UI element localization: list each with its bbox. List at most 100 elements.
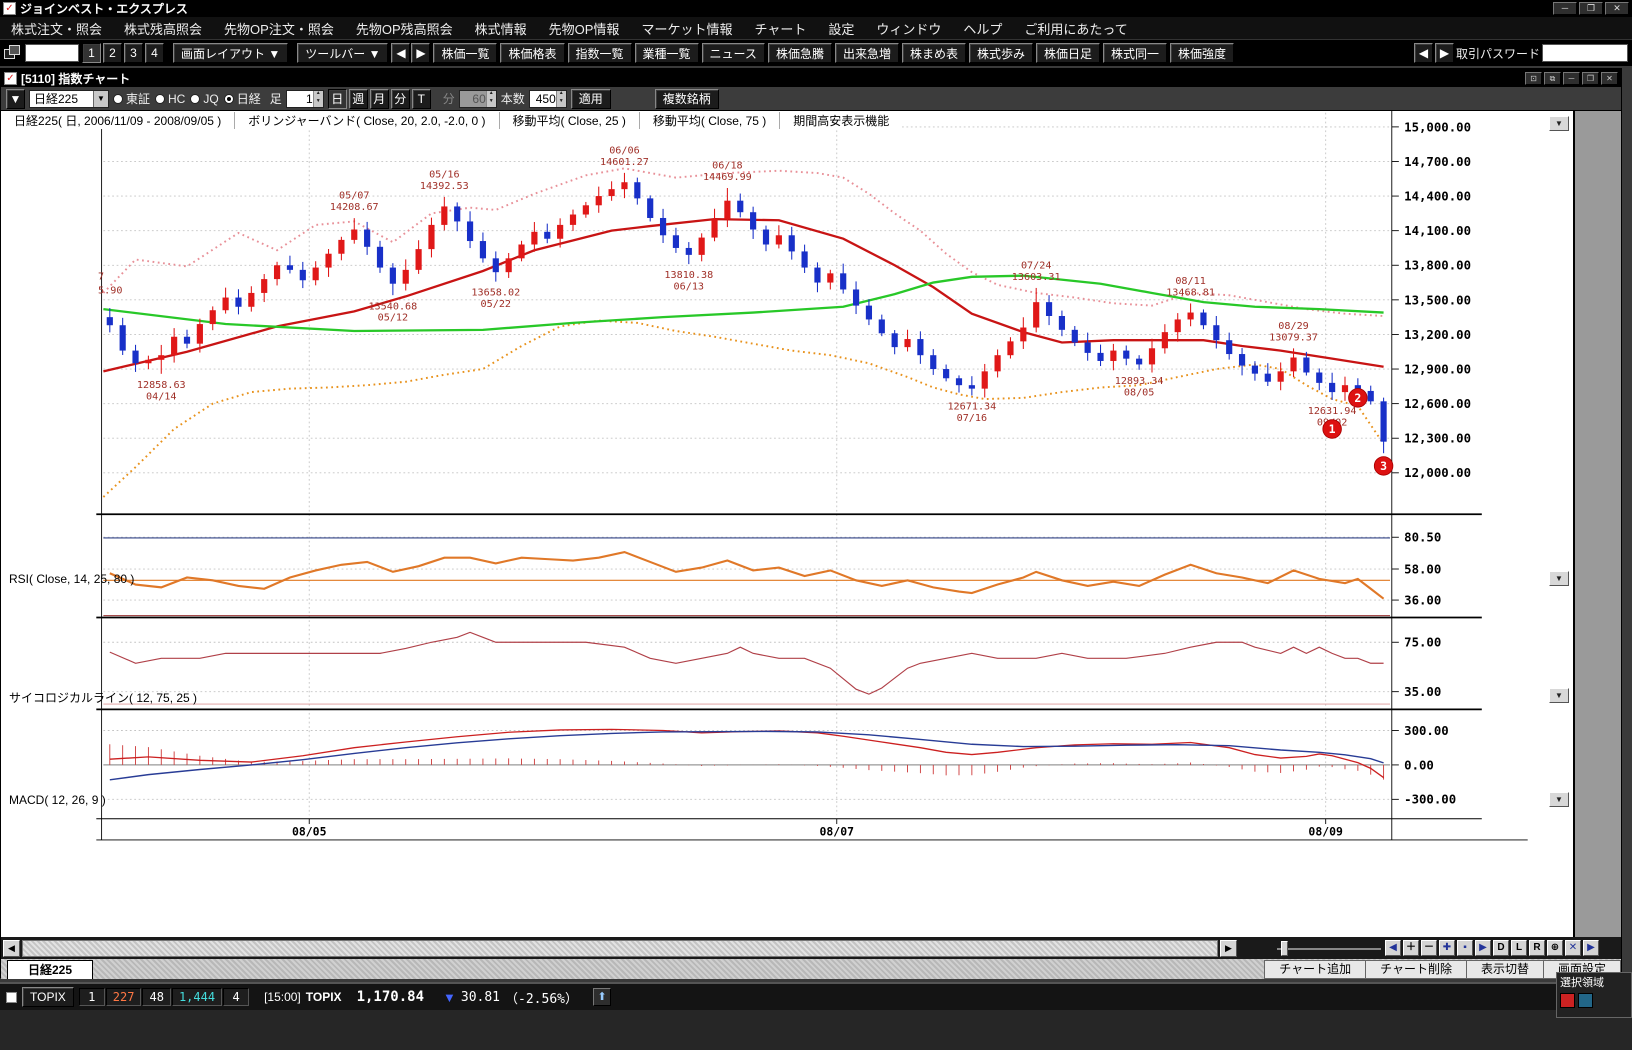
market-radio[interactable]: 日経 xyxy=(223,90,261,107)
workspace-button[interactable]: 3 xyxy=(124,43,143,63)
period-button[interactable]: 日 xyxy=(327,88,347,109)
scroll-left-icon[interactable]: ◀ xyxy=(391,43,411,63)
chart-tool-button[interactable]: ▶ xyxy=(1583,940,1599,956)
chart-tool-button[interactable]: D xyxy=(1493,940,1509,956)
pw-scroll-left-icon[interactable]: ◀ xyxy=(1413,43,1433,63)
tab-nikkei225[interactable]: 日経225 xyxy=(7,960,93,979)
quick-access-button[interactable]: 株価日足 xyxy=(1036,43,1101,63)
period-button[interactable]: 週 xyxy=(348,88,368,109)
chart-window-button[interactable]: ✕ xyxy=(1601,71,1618,85)
period-button[interactable]: T xyxy=(411,88,431,109)
main-chart-dropdown[interactable]: ▼ xyxy=(1549,116,1569,131)
menu-item[interactable]: 設定 xyxy=(828,21,855,37)
period-button[interactable]: 分 xyxy=(390,88,410,109)
chart-tool-button[interactable]: L xyxy=(1511,940,1527,956)
workspace-button[interactable]: 4 xyxy=(145,43,164,63)
scroll-right-icon[interactable]: ▶ xyxy=(411,43,431,63)
chart-tool-button[interactable]: ＋ xyxy=(1403,940,1419,956)
menu-item[interactable]: 株式情報 xyxy=(474,21,527,37)
selection-red-icon[interactable] xyxy=(1560,993,1575,1008)
restore-button[interactable]: ❐ xyxy=(1579,2,1603,15)
workspace-button[interactable]: 2 xyxy=(103,43,122,63)
quick-access-button[interactable]: 業種一覧 xyxy=(634,43,699,63)
hscroll-track[interactable] xyxy=(22,939,1218,957)
menu-item[interactable]: 株式残高照会 xyxy=(124,21,203,37)
topix-button[interactable]: TOPIX xyxy=(22,987,74,1007)
close-button[interactable]: ✕ xyxy=(1605,2,1629,15)
menu-item[interactable]: 株式注文・照会 xyxy=(11,21,103,37)
toolbar-dropdown[interactable]: ツールバー ▼ xyxy=(297,43,389,63)
chart-action-button[interactable]: チャート追加 xyxy=(1264,960,1367,979)
market-radio[interactable]: HC xyxy=(155,90,185,107)
screen-number-input[interactable] xyxy=(25,44,79,62)
window-layout-icon[interactable] xyxy=(4,45,22,61)
pw-scroll-right-icon[interactable]: ▶ xyxy=(1434,43,1454,63)
screen-layout-dropdown[interactable]: 画面レイアウト ▼ xyxy=(173,43,289,63)
trade-password-input[interactable] xyxy=(1542,44,1628,62)
menu-item[interactable]: マーケット情報 xyxy=(641,21,733,37)
quick-access-button[interactable]: 株価一覧 xyxy=(433,43,498,63)
quick-access-button[interactable]: 出来急増 xyxy=(834,43,899,63)
quick-access-button[interactable]: 株価強度 xyxy=(1170,43,1235,63)
legend-item: 移動平均( Close, 25 ) xyxy=(500,111,640,129)
rsi-panel-dropdown[interactable]: ▼ xyxy=(1549,571,1569,586)
symbol-menu-dropdown[interactable]: ▼ xyxy=(6,88,25,109)
chart-tool-button[interactable]: R xyxy=(1529,940,1545,956)
menu-item[interactable]: ヘルプ xyxy=(963,21,1003,37)
expand-up-icon[interactable]: ⬆ xyxy=(592,988,611,1006)
status-checkbox[interactable] xyxy=(6,991,17,1003)
candle xyxy=(428,224,435,250)
quick-access-button[interactable]: 株価急騰 xyxy=(767,43,832,63)
bar-interval-stepper[interactable]: ▲▼ xyxy=(285,89,324,108)
psych-panel-dropdown[interactable]: ▼ xyxy=(1549,688,1569,703)
chart-window-button[interactable]: ⊡ xyxy=(1525,71,1542,85)
period-label: 06/18 xyxy=(712,161,742,172)
chevron-down-icon[interactable]: ▼ xyxy=(93,90,108,107)
period-button[interactable]: 月 xyxy=(369,88,389,109)
quick-access-button[interactable]: 株まめ表 xyxy=(901,43,966,63)
chart-tool-button[interactable]: ◀ xyxy=(1385,940,1401,956)
minimize-button[interactable]: ─ xyxy=(1553,2,1577,15)
chart-tool-button[interactable]: ⊕ xyxy=(1547,940,1563,956)
chart-action-button[interactable]: チャート削除 xyxy=(1366,960,1467,979)
zoom-slider-thumb[interactable] xyxy=(1281,940,1288,956)
quick-access-button[interactable]: 指数一覧 xyxy=(567,43,632,63)
chart-window-button[interactable]: ⧉ xyxy=(1544,71,1561,85)
multi-symbol-button[interactable]: 複数銘柄 xyxy=(654,88,719,109)
candle xyxy=(878,319,885,334)
candle xyxy=(1148,348,1156,365)
macd-panel-dropdown[interactable]: ▼ xyxy=(1549,792,1569,807)
quick-access-button[interactable]: 株式同一 xyxy=(1103,43,1168,63)
bar-count-stepper[interactable]: ▲▼ xyxy=(528,89,567,108)
menu-item[interactable]: チャート xyxy=(754,21,807,37)
symbol-select[interactable]: 日経225 ▼ xyxy=(29,89,109,108)
quick-access-button[interactable]: 株式歩み xyxy=(968,43,1033,63)
market-radio[interactable]: 東証 xyxy=(113,90,150,107)
index-change-pct: （-2.56%） xyxy=(505,991,578,1007)
menu-item[interactable]: 先物OP情報 xyxy=(548,21,620,37)
hscroll-left-icon[interactable]: ◀ xyxy=(3,939,20,957)
menu-item[interactable]: ウィンドウ xyxy=(876,21,942,37)
quick-access-button[interactable]: 株価格表 xyxy=(500,43,565,63)
chart-canvas[interactable]: 15,000.00 14,700.00 14,400.00 14,100.00 13,8… xyxy=(1,111,1621,937)
chart-tool-button[interactable]: － xyxy=(1421,940,1437,956)
apply-button[interactable]: 適用 xyxy=(570,88,611,109)
chart-tool-button[interactable]: ✚ xyxy=(1439,940,1455,956)
menu-item[interactable]: 先物OP注文・照会 xyxy=(224,21,334,37)
market-radio[interactable]: JQ xyxy=(190,90,219,107)
workspace-button[interactable]: 1 xyxy=(82,43,101,63)
chart-action-button[interactable]: 表示切替 xyxy=(1466,960,1544,979)
menu-item[interactable]: 先物OP残高照会 xyxy=(355,21,453,37)
zoom-slider[interactable] xyxy=(1275,940,1383,957)
chart-window-button[interactable]: ❐ xyxy=(1582,71,1599,85)
menu-item[interactable]: ご利用にあたって xyxy=(1024,21,1128,37)
hscroll-right-icon[interactable]: ▶ xyxy=(1220,939,1237,957)
candle xyxy=(466,221,474,242)
chart-window-button[interactable]: ─ xyxy=(1563,71,1580,85)
chart-tool-button[interactable]: ▶ xyxy=(1475,940,1491,956)
selection-blue-icon[interactable] xyxy=(1578,993,1593,1008)
chart-tool-button[interactable]: ✕ xyxy=(1565,940,1581,956)
quick-access-button[interactable]: ニュース xyxy=(701,43,765,63)
candle xyxy=(338,239,345,254)
chart-tool-button[interactable]: ▪ xyxy=(1457,940,1473,956)
